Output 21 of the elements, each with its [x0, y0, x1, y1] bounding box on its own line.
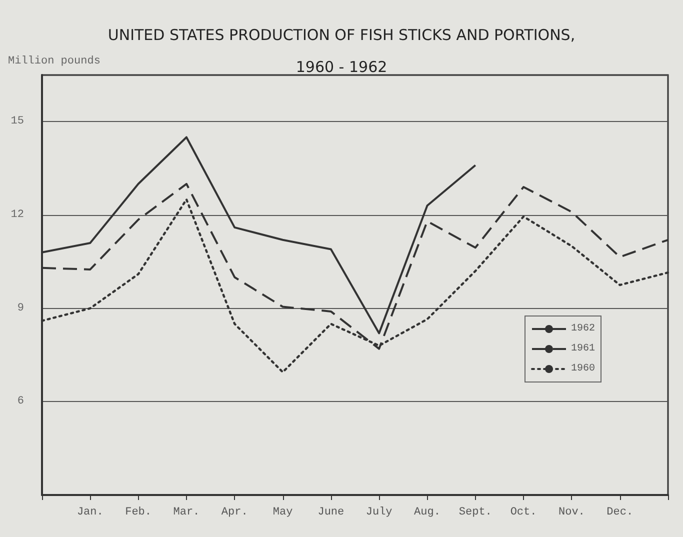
- chart-title: UNITED STATES PRODUCTION OF FISH STICKS AND PORTIONS, 1960 - 1962: [108, 26, 576, 76]
- x-tick-label: Aug.: [414, 506, 440, 518]
- legend-label: 1961: [570, 344, 596, 354]
- x-tick-label: June: [318, 506, 344, 518]
- x-tick-label: Nov.: [558, 506, 585, 518]
- x-tick-label: Oct.: [510, 506, 537, 518]
- x-tick-label: Dec.: [606, 506, 634, 518]
- y-tick-label: 15: [10, 116, 24, 128]
- x-tick-label: July: [366, 506, 393, 518]
- x-tick-label: Jan.: [76, 506, 104, 518]
- y-axis-title: Million pounds: [8, 56, 100, 68]
- x-tick-label: Feb.: [125, 506, 152, 518]
- legend-label: 1962: [570, 324, 596, 334]
- legend-label: 1960: [570, 364, 596, 374]
- y-tick-label: 6: [17, 396, 24, 408]
- x-tick-label: Apr.: [221, 506, 248, 518]
- x-tick-label: May: [272, 506, 294, 518]
- x-tick-label: Sept.: [458, 506, 492, 518]
- x-tick-label: Mar.: [173, 506, 200, 518]
- y-tick-label: 9: [17, 302, 24, 314]
- y-tick-label: 12: [10, 209, 24, 221]
